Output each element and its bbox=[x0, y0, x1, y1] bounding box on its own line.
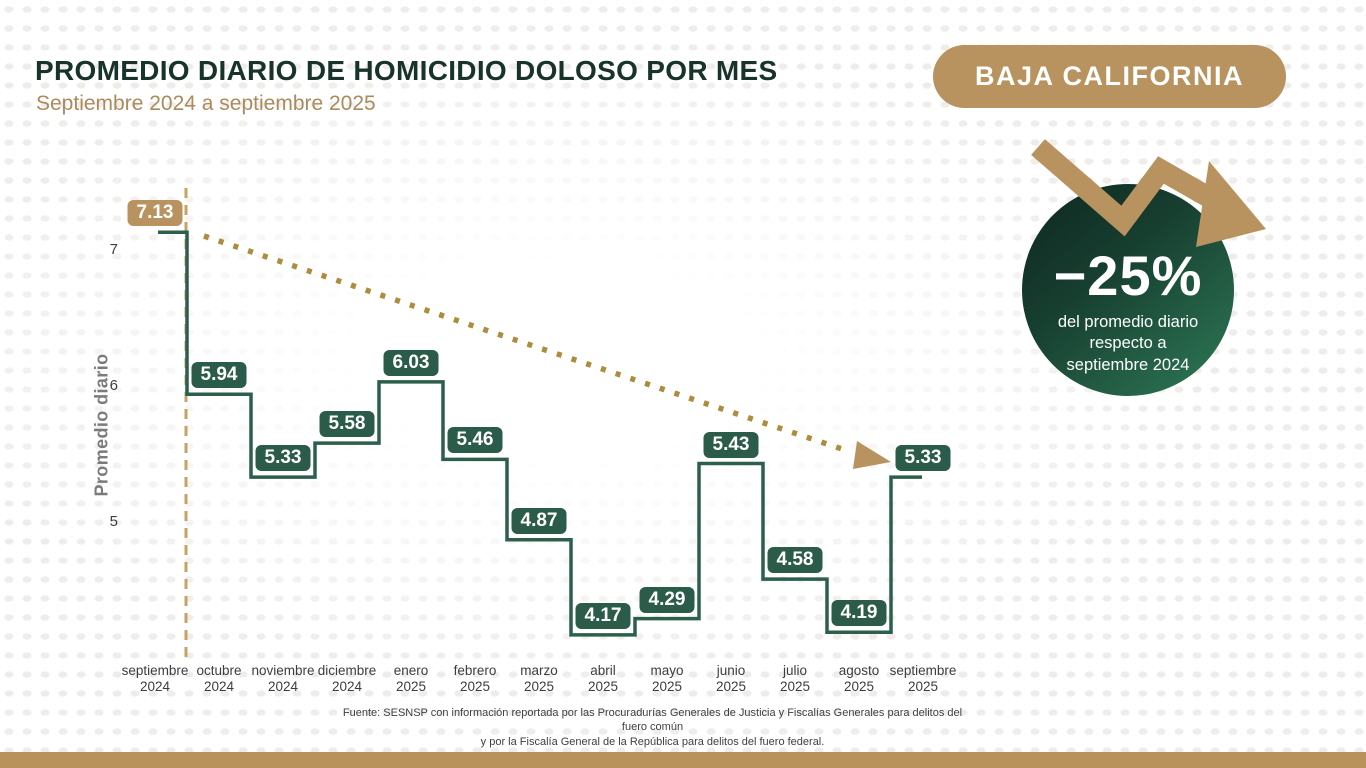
source-line-1: Fuente: SESNSP con información reportada… bbox=[342, 707, 963, 734]
change-percentage: −25% bbox=[1053, 244, 1203, 307]
state-badge: BAJA CALIFORNIA bbox=[933, 45, 1286, 108]
change-highlight-circle: −25% del promedio diario respecto a sept… bbox=[1022, 184, 1234, 396]
page-subtitle: Septiembre 2024 a septiembre 2025 bbox=[36, 92, 376, 115]
bottom-accent-bar bbox=[0, 752, 1366, 768]
source-note: Fuente: SESNSP con información reportada… bbox=[330, 706, 975, 749]
source-line-2: y por la Fiscalía General de la Repúblic… bbox=[480, 735, 825, 748]
change-description-line: del promedio diario bbox=[1057, 313, 1199, 331]
change-description-line: septiembre 2024 bbox=[1066, 355, 1190, 374]
y-axis-title: Promedio diario bbox=[91, 353, 112, 497]
state-badge-label: BAJA CALIFORNIA bbox=[975, 61, 1244, 91]
page-title: PROMEDIO DIARIO DE HOMICIDIO DOLOSO POR … bbox=[35, 55, 778, 86]
change-description-line: respecto a bbox=[1089, 334, 1167, 353]
change-description: del promedio diario respecto a septiembr… bbox=[1022, 312, 1234, 376]
